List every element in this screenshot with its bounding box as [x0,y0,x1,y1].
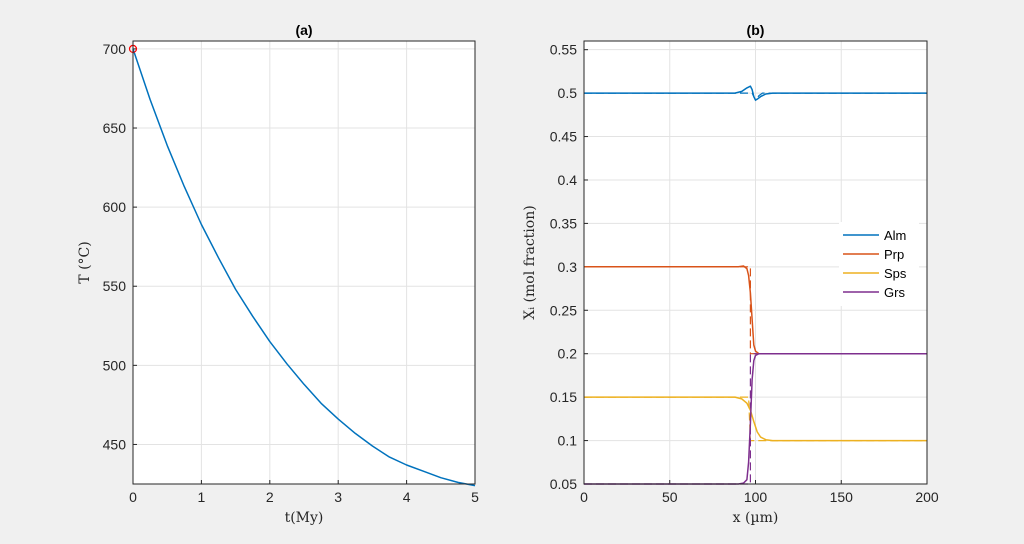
chartb-y-tick-label: 0.2 [558,346,578,362]
chartb-x-tick-label: 150 [830,489,854,505]
chartb-x-tick-label: 50 [662,489,678,505]
chartb-dashed-series-2 [584,396,927,442]
chartb-y-tick-label: 0.35 [550,215,577,231]
charta-x-tick-label: 1 [198,489,206,505]
charta-y-tick-label: 600 [103,199,127,215]
chartb-title: (b) [747,22,765,38]
charta-title: (a) [295,22,312,38]
chartb-legend-label: Sps [884,266,907,281]
chartb-series-grs [584,352,927,485]
chartb-axes-box [583,40,928,485]
chartb-y-tick-label: 0.3 [558,259,578,275]
chartb-x-label: x (µm) [733,510,779,526]
charta-y-tick-label: 550 [103,278,127,294]
chartb-y-tick-label: 0.4 [558,172,578,188]
charta-x-tick-label: 4 [403,489,411,505]
chartb-y-tick-label: 0.45 [550,129,577,145]
chartb-series-alm [584,85,927,101]
chartb-y-tick-label: 0.5 [558,85,578,101]
axes-b: 0 50 100 150 200 0.05 0.1 0.15 0.2 0.25 0.3 0.35 0.4… [522,22,939,526]
chartb-legend-label: Alm [884,228,906,243]
chartb-y-tick-label: 0.15 [550,389,577,405]
chartb-y-tick-label: 0.1 [558,433,578,449]
charta-x-tick-label: 5 [471,489,479,505]
chartb-y-tick-label: 0.05 [550,476,577,492]
charta-x-tick-label: 3 [334,489,342,505]
charta-y-tick-label: 450 [103,436,127,452]
chartb-legend-label: Prp [884,247,904,262]
chartb-x-tick-label: 100 [744,489,768,505]
charta-y-label: T (°C) [77,241,93,283]
chartb-legend-label: Grs [884,285,905,300]
chartb-legend: Alm Prp Sps Grs [839,222,919,306]
charta-x-tick-label: 0 [129,489,137,505]
axes-a: 0 1 2 3 4 5 450 500 550 600 650 700 (a) t(My) T (°C) [77,22,479,526]
charta-plot-area [133,41,475,484]
charta-y-tick-label: 500 [103,357,127,373]
charta-y-tick-label: 700 [103,41,127,57]
charta-axes-box [132,40,476,485]
charta-x-tick-label: 2 [266,489,274,505]
chartb-x-tick-label: 200 [915,489,939,505]
chartb-y-tick-label: 0.25 [550,302,577,318]
charta-x-label: t(My) [285,510,324,526]
charta-y-tick-label: 650 [103,120,127,136]
charta-series-0 [132,48,476,487]
chartb-y-label: Xᵢ (mol fraction) [522,205,538,319]
chartb-y-tick-label: 0.55 [550,42,577,58]
chartb-x-tick-label: 0 [580,489,588,505]
chartb-series-sps [584,396,927,442]
